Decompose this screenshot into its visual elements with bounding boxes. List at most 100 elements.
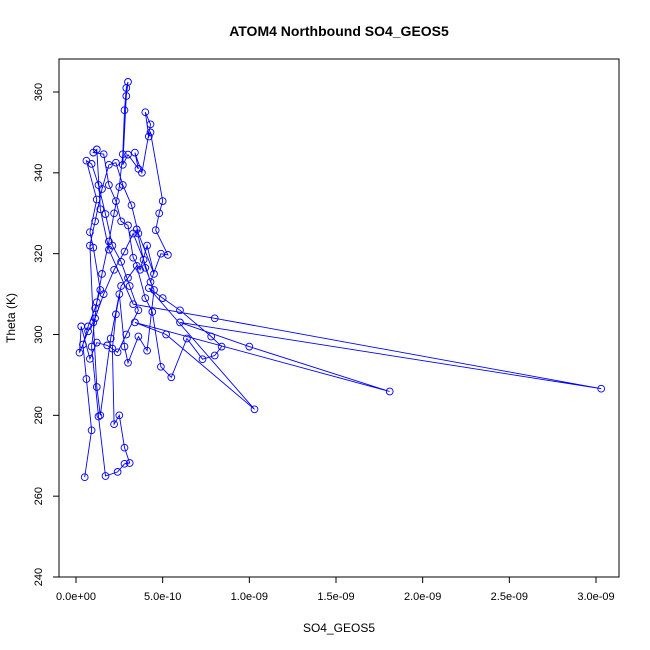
- x-tick-label: 1.0e-09: [231, 591, 268, 603]
- data-point: [75, 348, 84, 357]
- x-axis: 0.0e+00 5.0e-10 1.0e-09 1.5e-09 2.0e-09 2.5e-…: [56, 577, 615, 603]
- data-point: [105, 237, 113, 246]
- data-point: [210, 314, 219, 323]
- data-point: [122, 84, 131, 92]
- data-point: [120, 443, 129, 452]
- data-point: [125, 282, 134, 290]
- data-point: [89, 318, 98, 327]
- data-point: [112, 158, 120, 167]
- data-point: [87, 426, 96, 435]
- data-point: [89, 148, 98, 157]
- data-point: [92, 338, 101, 347]
- data-point: [124, 150, 132, 159]
- series-layer: [75, 78, 606, 482]
- x-tick-label: 1.5e-09: [317, 591, 354, 603]
- data-point: [139, 255, 148, 264]
- data-point: [167, 373, 176, 382]
- data-point: [92, 195, 101, 204]
- data-point: [134, 164, 143, 173]
- data-point: [112, 197, 120, 205]
- data-point: [207, 332, 216, 341]
- data-point: [250, 405, 259, 414]
- data-point: [141, 108, 150, 117]
- data-point: [122, 92, 131, 100]
- y-tick-label: 300: [33, 325, 45, 343]
- data-point: [112, 310, 120, 319]
- data-point: [118, 150, 127, 159]
- data-point: [86, 228, 94, 237]
- data-point: [124, 221, 132, 230]
- data-point: [105, 160, 113, 169]
- data-point: [92, 383, 101, 391]
- data-point: [144, 284, 153, 292]
- data-point: [117, 257, 125, 266]
- y-tick-label: 280: [33, 406, 45, 424]
- data-point: [120, 106, 129, 115]
- data-point: [210, 351, 219, 360]
- data-point: [124, 274, 132, 282]
- data-point: [127, 201, 136, 210]
- data-point: [120, 247, 129, 256]
- data-point: [92, 298, 101, 307]
- chart-title: ATOM4 Northbound SO4_GEOS5: [229, 23, 449, 39]
- data-point: [144, 132, 153, 141]
- y-tick-label: 240: [33, 568, 45, 586]
- data-point: [129, 300, 138, 309]
- data-point: [110, 265, 118, 274]
- y-tick-label: 320: [33, 244, 45, 262]
- data-point: [87, 342, 96, 351]
- data-point: [122, 330, 131, 339]
- x-tick-label: 2.5e-09: [491, 591, 528, 603]
- data-point: [134, 332, 143, 341]
- data-point: [105, 181, 113, 189]
- y-axis: 240 260 280 300 320 340 360: [33, 83, 59, 586]
- data-point: [131, 318, 139, 327]
- data-point: [115, 290, 124, 298]
- data-point: [120, 342, 129, 351]
- data-point: [106, 334, 115, 343]
- data-point: [115, 411, 124, 420]
- data-point: [79, 340, 87, 349]
- x-tick-label: 2.0e-09: [404, 591, 441, 603]
- data-point: [143, 241, 151, 250]
- data-point: [129, 253, 138, 262]
- data-point: [183, 334, 191, 343]
- data-point: [105, 245, 113, 254]
- data-point: [80, 473, 89, 482]
- data-point: [113, 468, 122, 476]
- data-point: [150, 286, 158, 294]
- data-point: [108, 344, 117, 353]
- plot-frame: [58, 58, 620, 578]
- y-tick-label: 260: [33, 487, 45, 505]
- data-point: [155, 209, 164, 218]
- data-point: [87, 160, 96, 168]
- data-point: [125, 459, 134, 467]
- data-point: [101, 210, 110, 218]
- data-point: [176, 318, 184, 327]
- data-point: [118, 181, 127, 189]
- data-point: [82, 375, 91, 383]
- data-point: [86, 354, 94, 363]
- data-point: [148, 308, 157, 316]
- data-point: [385, 387, 394, 396]
- x-tick-label: 3.0e-09: [577, 591, 614, 603]
- data-point: [99, 290, 108, 298]
- data-point: [94, 412, 103, 421]
- data-point: [120, 459, 129, 468]
- x-tick-label: 5.0e-10: [144, 591, 181, 603]
- data-point: [146, 120, 155, 129]
- data-point: [84, 327, 92, 336]
- data-point: [110, 209, 118, 218]
- data-point: [164, 251, 172, 259]
- data-point: [151, 226, 160, 235]
- x-axis-label: SO4_GEOS5: [303, 621, 375, 635]
- data-point: [245, 342, 254, 351]
- data-point: [143, 346, 151, 355]
- data-point: [158, 294, 167, 302]
- data-point: [150, 270, 158, 278]
- data-point: [134, 229, 143, 238]
- data-point: [91, 314, 99, 323]
- data-point: [117, 217, 125, 226]
- data-point: [134, 306, 143, 315]
